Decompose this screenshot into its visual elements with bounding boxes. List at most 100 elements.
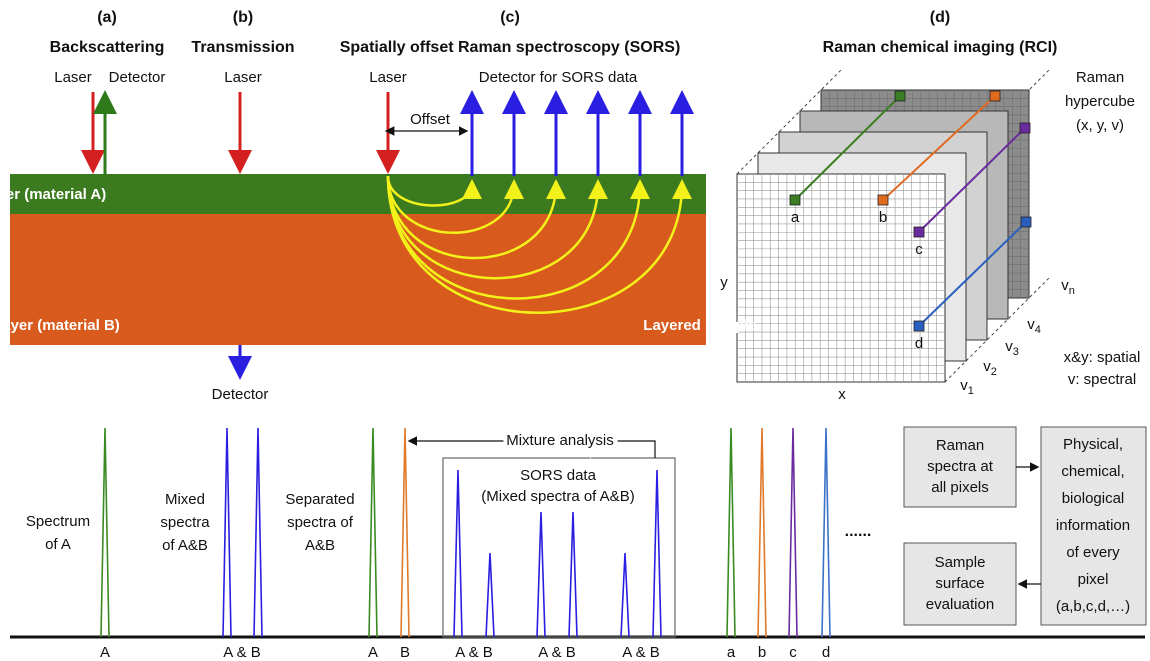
caption: hypercube [1065,93,1135,110]
panel-label: (a) [97,9,117,26]
flow-text: (a,b,c,d,…) [1056,598,1130,615]
slice-index: 1 [968,385,974,397]
hypercube [737,68,1051,382]
beam-label: Laser [369,69,407,86]
slice-index: 2 [991,366,997,378]
peak [789,428,797,637]
note: v: spectral [1068,371,1136,388]
peak-label: B [400,644,410,661]
spectrum-caption: A&B [305,537,335,554]
slice-label: v4 [1027,316,1041,336]
flow-text: pixel [1078,571,1109,588]
note: x&y: spatial [1064,349,1141,366]
flow-text: of every [1066,544,1120,561]
pixel [790,195,800,205]
flow-text: all pixels [931,479,989,496]
layer-label: Surface layer (material A) [0,186,106,203]
pixel [914,321,924,331]
peak [369,428,377,637]
peak [223,428,231,637]
offset-label: Offset [410,111,451,128]
pixel-label: d [915,335,923,352]
spectrum-caption: Separated [285,491,354,508]
sors-box [443,458,675,637]
spectrum-caption: Spectrum [26,513,90,530]
spectrum-caption: spectra [160,514,210,531]
peak-label: A [100,644,110,661]
spectrum-caption: of A [45,536,71,553]
pixel-label: c [915,241,923,258]
peak [822,428,830,637]
layer-label: Layered sample [643,317,756,334]
pixel [895,91,905,101]
mixture-label: Mixture analysis [506,432,614,449]
slice-index: 3 [1013,346,1019,358]
slice-label: v2 [983,358,997,378]
panel-title: Raman chemical imaging (RCI) [823,39,1058,56]
beam-label: Laser [224,69,262,86]
peak [569,512,577,637]
peak-label: A & B [223,644,261,661]
pixel [1021,217,1031,227]
peak-label: A & B [455,644,493,661]
peak [621,553,629,637]
spectrum-caption: spectra of [287,514,354,531]
peak [758,428,766,637]
slice [737,174,945,382]
caption: Raman [1076,69,1124,86]
peak-label: d [822,644,830,661]
slice-label: vn [1061,277,1075,297]
sors-caption: SORS data [520,467,597,484]
panel-label: (c) [500,9,520,26]
sors-caption: (Mixed spectra of A&B) [481,488,634,505]
flow-text: chemical, [1061,463,1124,480]
peak [254,428,262,637]
peak-label: a [727,644,736,661]
pixel-label: b [879,209,887,226]
peak [101,428,109,637]
panel-title: Transmission [191,39,294,56]
peak [401,428,409,637]
pixel [878,195,888,205]
slice-label: v3 [1005,338,1019,358]
pixel [1020,123,1030,133]
beam-label: Detector [212,386,269,403]
axis-label: y [720,274,728,291]
beam-label: Detector [109,69,166,86]
caption: (x, y, v) [1076,117,1124,134]
flow-text: spectra at [927,458,994,475]
beam-label: Laser [54,69,92,86]
flow-text: Sample [935,554,986,571]
flow-text: surface [935,575,984,592]
pixel [990,91,1000,101]
panel-label: (d) [930,9,950,26]
peak [454,470,462,637]
peak [537,512,545,637]
peak-label: A [368,644,378,661]
flow-text: biological [1062,490,1125,507]
peak-label: A & B [538,644,576,661]
spectrum-caption: of A&B [162,537,208,554]
peak [653,470,661,637]
panel-label: (b) [233,9,253,26]
slice-index: 4 [1035,324,1041,336]
layer-label: Subsurface layer (material B) [0,317,120,334]
peaks [101,428,830,637]
flow-text: Raman [936,437,984,454]
peak-label: A & B [622,644,660,661]
pixel-label: a [791,209,800,226]
axis-label: x [838,386,846,403]
surface-layer [10,174,706,214]
slice-label: v1 [960,377,974,397]
peak-label: c [789,644,797,661]
figure: (a) Backscattering (b) Transmission (c) Spati… [0,0,1150,661]
panel-title: Spatially offset Raman spectroscopy (SOR… [340,39,681,56]
peak [727,428,735,637]
panel-title: Backscattering [50,39,165,56]
flow-text: Physical, [1063,436,1123,453]
flow-text: evaluation [926,596,994,613]
beam-label: Detector for SORS data [479,69,638,86]
slice-index: n [1069,285,1075,297]
ellipsis: ...... [845,523,872,540]
peak [486,553,494,637]
